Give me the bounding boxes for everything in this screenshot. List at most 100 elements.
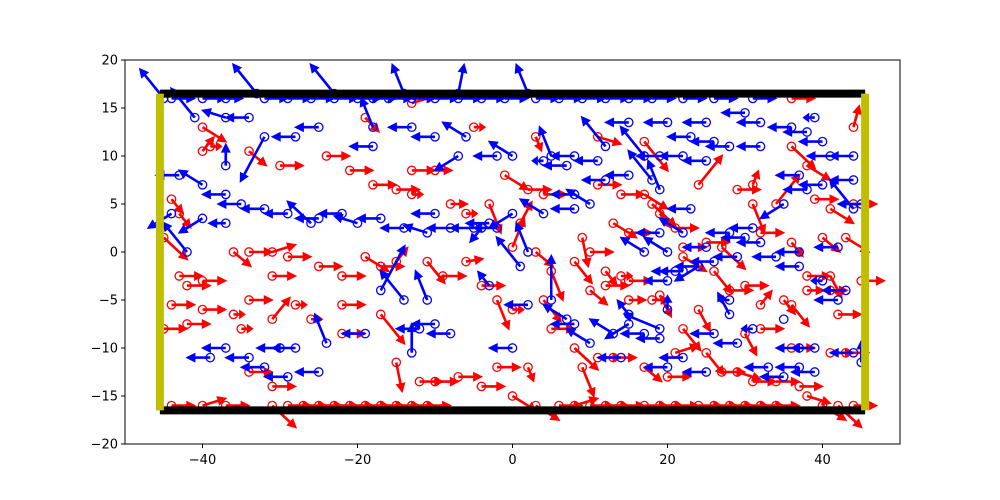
particle-marker [662, 117, 673, 128]
particle-1-32 [224, 112, 254, 123]
particle-1-104 [379, 269, 409, 305]
velocity-arrow [604, 322, 630, 340]
particle-marker [569, 343, 580, 353]
particle-marker [778, 314, 789, 325]
velocity-arrow [642, 275, 668, 286]
particle-0-135 [577, 232, 592, 269]
velocity-arrow [681, 117, 707, 128]
velocity-arrow [249, 247, 274, 257]
particle-marker [662, 275, 673, 286]
particle-marker [468, 122, 479, 133]
particle-marker [244, 146, 254, 157]
particle-marker [724, 295, 735, 305]
velocity-arrow [210, 141, 223, 152]
particle-marker [709, 266, 719, 277]
particle-marker [313, 367, 324, 377]
velocity-arrow [580, 175, 606, 185]
particle-marker [585, 199, 595, 209]
particle-marker [802, 271, 812, 281]
velocity-arrow [790, 145, 817, 170]
velocity-arrow [179, 271, 205, 281]
velocity-arrow [619, 236, 645, 254]
particle-marker [220, 343, 231, 353]
particle-0-99 [453, 371, 484, 382]
velocity-arrow [797, 136, 823, 147]
velocity-arrow [828, 347, 854, 358]
velocity-arrow [774, 343, 800, 353]
velocity-arrow [526, 366, 536, 383]
particle-1-135 [704, 141, 735, 152]
particle-marker [786, 237, 797, 248]
velocity-arrow [751, 203, 766, 235]
particle-1-108 [293, 367, 324, 377]
particle-marker [197, 122, 208, 133]
particle-0-130 [600, 280, 631, 291]
velocity-arrow [682, 328, 702, 352]
particle-0-47 [267, 242, 298, 257]
particle-marker [825, 203, 836, 214]
particle-1-172 [821, 285, 851, 296]
particle-1-34 [293, 122, 324, 133]
particle-marker [794, 362, 805, 373]
particle-marker [189, 112, 200, 123]
velocity-arrow [828, 151, 854, 161]
velocity-arrow [776, 376, 801, 387]
velocity-arrow [799, 381, 824, 392]
velocity-arrow [225, 93, 245, 104]
velocity-arrow [504, 174, 530, 191]
particle-1-40 [487, 140, 518, 161]
velocity-arrow [642, 362, 668, 373]
velocity-arrow [728, 223, 753, 233]
particle-1-182 [410, 208, 440, 219]
velocity-arrow [658, 352, 683, 363]
velocity-arrow [533, 136, 544, 153]
particle-marker [678, 323, 688, 334]
particle-0-140 [616, 189, 646, 200]
particle-marker [623, 117, 634, 128]
particle-marker [422, 256, 433, 267]
velocity-arrow [202, 275, 228, 286]
particle-0-123 [709, 266, 733, 295]
velocity-arrow [596, 352, 621, 363]
particle-marker [616, 189, 626, 200]
x-tick-label: 20 [659, 453, 676, 468]
particle-marker [724, 141, 735, 152]
velocity-arrow [239, 362, 265, 373]
y-tick-label: 10 [101, 150, 118, 165]
particle-0-102 [523, 362, 536, 383]
particle-1-70 [503, 299, 533, 310]
particle-marker [569, 256, 580, 267]
particle-0-45 [228, 247, 253, 268]
velocity-arrow [635, 151, 660, 161]
velocity-arrow [681, 242, 707, 253]
y-axis: −20 −15 −10 −5 0 5 10 15 20 [91, 54, 125, 453]
velocity-arrow [487, 140, 514, 158]
particle-marker [678, 227, 688, 238]
velocity-arrow [187, 319, 212, 329]
velocity-arrow [359, 96, 375, 128]
velocity-arrow [805, 151, 831, 161]
particle-0-125 [678, 323, 702, 352]
velocity-arrow [619, 125, 646, 157]
velocity-arrow [414, 269, 429, 301]
particle-marker [275, 160, 285, 171]
velocity-arrow [538, 125, 553, 157]
particle-1-111 [224, 352, 254, 363]
velocity-arrow [838, 309, 863, 320]
velocity-arrow [635, 227, 660, 238]
particle-marker [282, 208, 293, 219]
velocity-arrow [249, 295, 274, 305]
velocity-arrow [379, 269, 405, 301]
particle-marker [313, 122, 324, 133]
particle-marker [430, 376, 440, 387]
velocity-arrow [518, 198, 545, 215]
x-axis: −40 −20 0 20 40 [189, 444, 831, 468]
particle-marker [678, 251, 688, 262]
particle-marker [600, 175, 611, 185]
particle-0-161 [817, 232, 842, 253]
particle-marker [740, 107, 750, 118]
velocity-arrow [704, 141, 730, 152]
particle-marker [647, 199, 657, 209]
particle-marker [205, 352, 216, 363]
particle-marker [182, 247, 192, 257]
